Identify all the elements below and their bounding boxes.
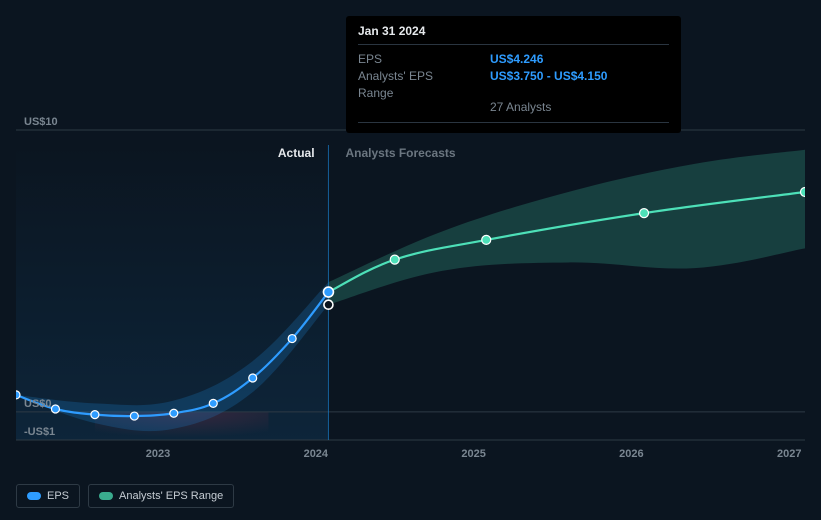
legend-swatch-eps [27, 492, 41, 500]
section-label-forecast: Analysts Forecasts [345, 146, 455, 160]
chart-tooltip: Jan 31 2024 EPS US$4.246 Analysts' EPS R… [346, 16, 681, 133]
legend-swatch-range [99, 492, 113, 500]
tooltip-eps-label: EPS [358, 51, 466, 68]
x-axis-label: 2027 [777, 448, 801, 460]
tooltip-eps-value: US$4.246 [490, 51, 543, 68]
chart-legend: EPS Analysts' EPS Range [16, 484, 234, 508]
x-axis-label: 2026 [619, 448, 643, 460]
eps-chart: US$10 US$0 -US$1 2023 2024 2025 2026 2027 Actu… [16, 0, 805, 460]
y-axis-label: US$10 [24, 116, 58, 128]
tooltip-range-label: Analysts' EPS Range [358, 68, 466, 102]
y-axis-label: -US$1 [24, 426, 55, 438]
y-axis-label: US$0 [24, 398, 52, 410]
tooltip-analyst-count: 27 Analysts [358, 100, 669, 114]
legend-item-eps[interactable]: EPS [16, 484, 80, 508]
tooltip-date: Jan 31 2024 [358, 24, 669, 45]
section-label-actual: Actual [278, 146, 315, 160]
legend-item-range[interactable]: Analysts' EPS Range [88, 484, 234, 508]
x-axis-label: 2025 [461, 448, 485, 460]
x-axis-label: 2024 [304, 448, 328, 460]
x-axis-label: 2023 [146, 448, 170, 460]
legend-label-range: Analysts' EPS Range [119, 490, 223, 502]
tooltip-range-value: US$3.750 - US$4.150 [490, 68, 607, 102]
legend-label-eps: EPS [47, 490, 69, 502]
